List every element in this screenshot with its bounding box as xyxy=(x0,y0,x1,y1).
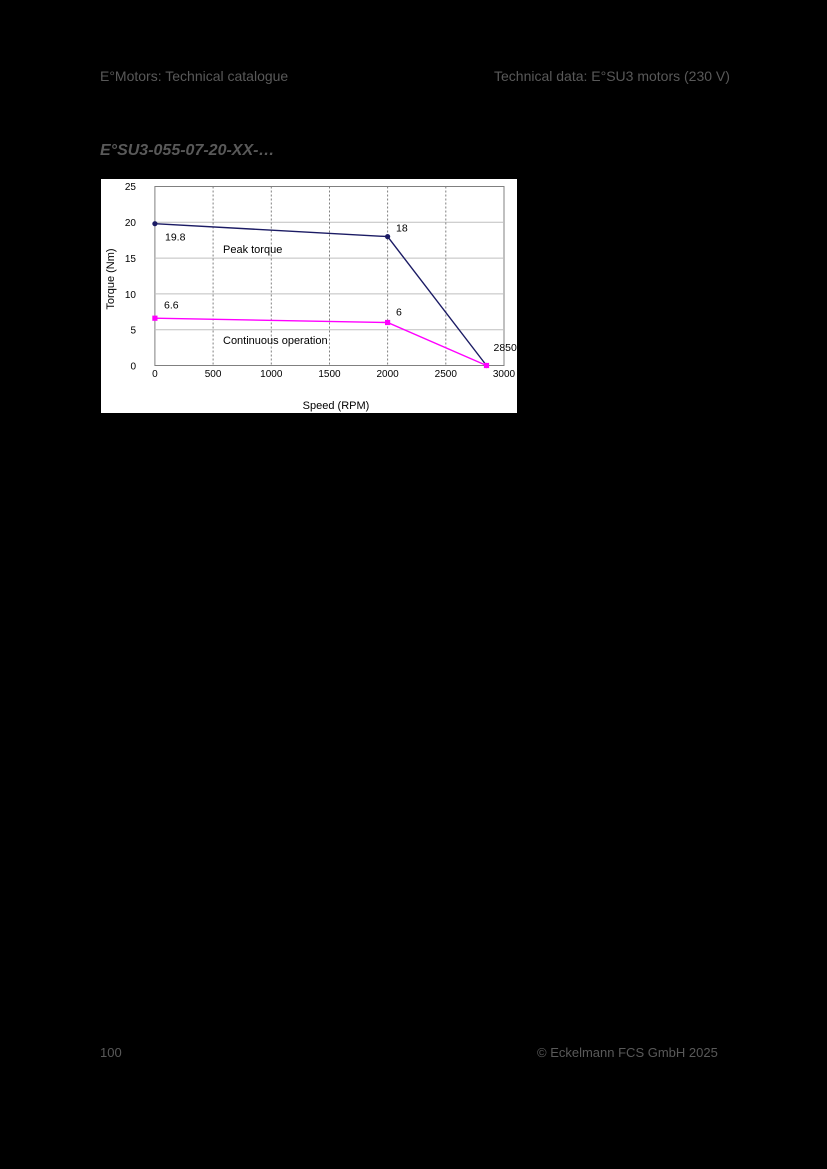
svg-text:6: 6 xyxy=(396,307,402,319)
svg-text:2000: 2000 xyxy=(376,369,399,380)
svg-text:0: 0 xyxy=(130,362,136,373)
svg-text:20: 20 xyxy=(125,218,137,229)
svg-text:Peak torque: Peak torque xyxy=(223,244,282,256)
svg-text:500: 500 xyxy=(205,369,222,380)
svg-text:0: 0 xyxy=(152,369,158,380)
svg-text:5: 5 xyxy=(130,326,136,337)
svg-text:3000: 3000 xyxy=(493,369,516,380)
svg-text:6.6: 6.6 xyxy=(164,300,179,312)
svg-text:10: 10 xyxy=(125,290,137,301)
svg-text:2500: 2500 xyxy=(435,369,458,380)
svg-text:1500: 1500 xyxy=(318,369,341,380)
svg-text:Torque (Nm): Torque (Nm) xyxy=(105,248,117,309)
svg-text:Continuous operation: Continuous operation xyxy=(223,335,328,347)
svg-text:25: 25 xyxy=(125,182,137,193)
svg-text:1000: 1000 xyxy=(260,369,283,380)
svg-text:2850: 2850 xyxy=(494,342,518,354)
svg-text:19.8: 19.8 xyxy=(165,232,186,244)
svg-text:15: 15 xyxy=(125,254,137,265)
svg-text:18: 18 xyxy=(396,223,408,235)
svg-text:Speed (RPM): Speed (RPM) xyxy=(303,400,370,412)
